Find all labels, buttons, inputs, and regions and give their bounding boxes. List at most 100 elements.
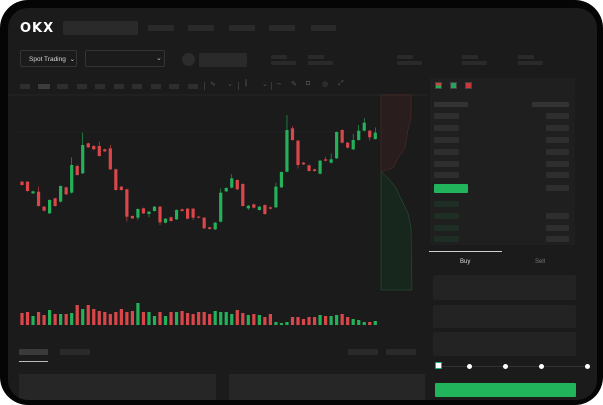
timeframe-button[interactable]	[114, 84, 124, 89]
stat-value	[397, 61, 422, 65]
slider-track[interactable]	[439, 366, 589, 367]
slider-stop[interactable]	[585, 364, 590, 369]
orderbook-ask-price[interactable]	[434, 125, 459, 131]
orderbook-bid-amount[interactable]	[546, 213, 569, 219]
volume-bar	[136, 303, 140, 325]
slider-stop[interactable]	[539, 364, 544, 369]
tab-buy[interactable]: Buy	[460, 259, 471, 265]
stat-value	[462, 61, 487, 65]
filter-button[interactable]	[348, 349, 378, 355]
buy-button[interactable]	[435, 383, 576, 397]
volume-bar	[191, 314, 195, 325]
fullscreen-icon[interactable]: ⤢	[338, 80, 344, 87]
pair-select[interactable]: ⌄	[85, 50, 165, 67]
indicator-icon[interactable]: ∿	[210, 81, 216, 88]
orderbook-ask-amount[interactable]	[546, 149, 569, 155]
volume-bar	[36, 312, 41, 325]
volume-bar	[108, 314, 112, 325]
volume-bar	[312, 317, 317, 325]
orderbook-bids-icon[interactable]	[450, 82, 457, 89]
settings-icon[interactable]: ◎	[322, 81, 329, 88]
search-bar[interactable]	[63, 21, 138, 35]
candle-body	[31, 191, 35, 194]
volume-bar	[197, 312, 201, 325]
amount-input[interactable]	[433, 305, 576, 328]
orderbook-bid-price[interactable]	[434, 225, 459, 231]
candle-body	[246, 205, 250, 209]
orderbook-both-icon[interactable]	[435, 82, 442, 89]
volume-bar	[163, 316, 168, 325]
volume-bar	[241, 313, 245, 325]
candle-body	[307, 165, 311, 171]
tab-sell[interactable]: Sell	[535, 259, 546, 265]
volume-bar	[290, 317, 295, 325]
orderbook-ask-price[interactable]	[434, 172, 459, 178]
nav-item[interactable]	[148, 25, 174, 31]
candle-type-icon[interactable]: ⫿	[245, 80, 248, 87]
nav-item[interactable]	[229, 25, 255, 31]
slider-handle[interactable]	[435, 362, 442, 369]
volume-bar	[141, 312, 146, 325]
orderbook-ask-price[interactable]	[434, 137, 459, 143]
price-input[interactable]	[433, 275, 576, 300]
line-icon[interactable]: ∼	[276, 81, 282, 88]
candle-body	[163, 218, 168, 223]
volume-bar	[301, 319, 306, 325]
order-card	[229, 374, 425, 400]
price-chart[interactable]	[8, 8, 597, 400]
timeframe-button[interactable]	[95, 84, 105, 89]
candle-body	[20, 181, 24, 185]
market-select[interactable]: Spot Trading ⌄	[20, 50, 77, 67]
orderbook-ask-price[interactable]	[434, 113, 459, 119]
volume-bar	[252, 314, 256, 325]
nav-item[interactable]	[311, 25, 336, 31]
tab-open-orders[interactable]	[19, 349, 48, 355]
slider-stop[interactable]	[503, 364, 508, 369]
timeframe-button[interactable]	[188, 84, 198, 89]
volume-bar	[64, 314, 68, 325]
nav-item[interactable]	[188, 25, 214, 31]
total-input[interactable]	[433, 332, 576, 356]
candle-body	[53, 198, 57, 206]
orderbook-bid-price[interactable]	[434, 213, 459, 219]
volume-bar	[97, 311, 101, 325]
nav-item[interactable]	[269, 25, 295, 31]
orderbook-ask-amount[interactable]	[546, 161, 569, 167]
candle-body	[180, 209, 184, 211]
orderbook-ask-price[interactable]	[434, 161, 459, 167]
orderbook-ask-amount[interactable]	[546, 113, 569, 119]
orderbook-bid-price[interactable]	[434, 201, 459, 207]
orderbook-bid-amount[interactable]	[546, 225, 569, 231]
timeframe-button-active[interactable]	[38, 84, 50, 89]
okx-logo[interactable]: OKX	[20, 21, 55, 36]
orderbook-ask-amount[interactable]	[546, 137, 569, 143]
orderbook-bid-price[interactable]	[434, 236, 459, 242]
volume-bar	[180, 311, 184, 325]
volume-bar	[340, 314, 344, 325]
chevron-down-icon[interactable]: ⌄	[262, 81, 268, 88]
filter-button[interactable]	[386, 349, 416, 355]
volume-bar	[257, 315, 261, 325]
pencil-icon[interactable]: ✎	[291, 81, 297, 88]
timeframe-button[interactable]	[77, 84, 87, 89]
timeframe-button[interactable]	[132, 84, 142, 89]
orderbook-amount[interactable]	[546, 185, 569, 191]
depth-bids-area	[380, 171, 413, 291]
orderbook-asks-icon[interactable]	[465, 82, 472, 89]
orderbook-ask-amount[interactable]	[546, 172, 569, 178]
timeframe-button[interactable]	[57, 84, 68, 89]
orderbook-ask-amount[interactable]	[546, 125, 569, 131]
timeframe-button[interactable]	[169, 84, 179, 89]
slider-stop[interactable]	[467, 364, 472, 369]
order-card	[19, 374, 216, 400]
tab-order-history[interactable]	[60, 349, 90, 355]
volume-bar	[92, 309, 96, 325]
orderbook-bid-amount[interactable]	[546, 236, 569, 242]
camera-icon[interactable]: ◘	[306, 80, 311, 87]
volume-bar	[25, 312, 30, 325]
divider	[204, 82, 205, 90]
chevron-down-icon[interactable]: ⌄	[227, 81, 233, 88]
orderbook-ask-price[interactable]	[434, 149, 459, 155]
timeframe-button[interactable]	[20, 84, 30, 89]
timeframe-button[interactable]	[151, 84, 161, 89]
